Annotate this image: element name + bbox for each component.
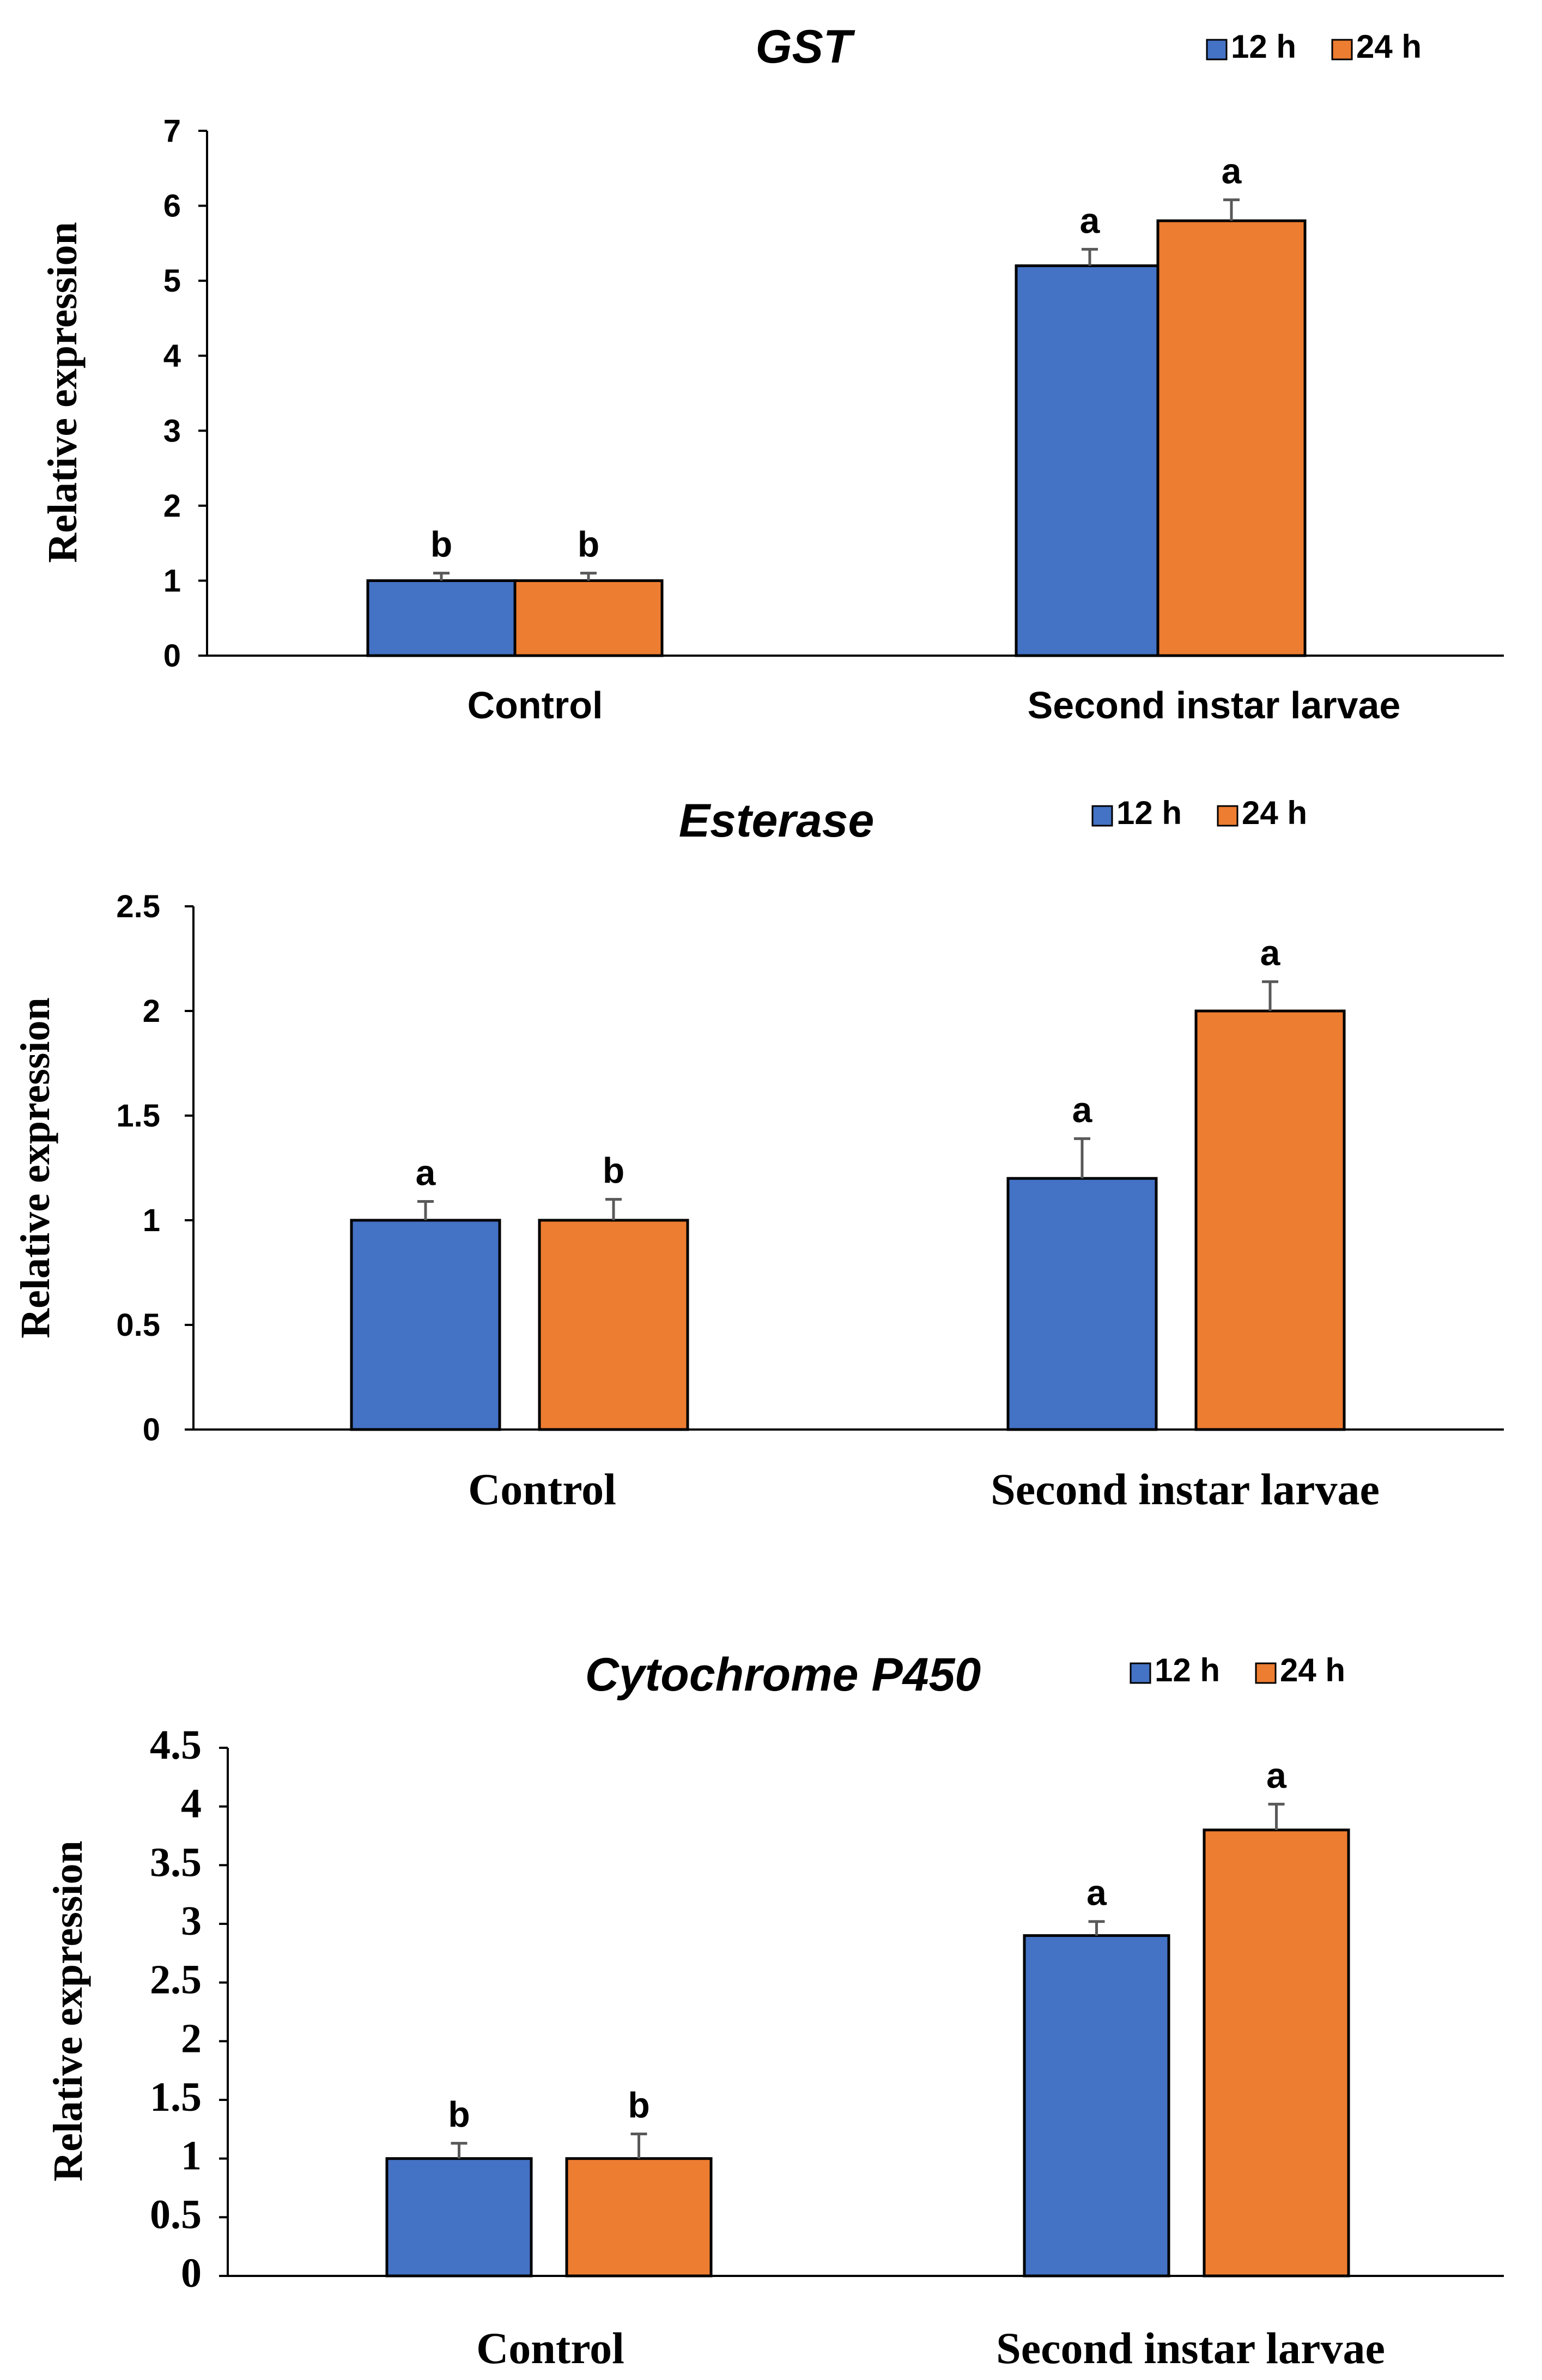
y-tick-label: 0.5 — [150, 2191, 202, 2237]
y-tick-label: 1.5 — [116, 1098, 160, 1134]
y-tick-label: 3 — [181, 1898, 202, 1944]
y-tick-label: 3 — [163, 413, 181, 449]
chart-title: Esterase — [679, 795, 875, 847]
y-tick-label: 2.5 — [150, 1957, 202, 2003]
y-tick-label: 0 — [143, 1412, 160, 1448]
significance-letter: b — [603, 1150, 624, 1191]
bar — [565, 2157, 713, 2278]
y-tick-label: 4.5 — [150, 1722, 202, 1768]
y-tick-label: 4 — [163, 338, 181, 374]
legend-label: 12 h — [1155, 1652, 1220, 1688]
legend-label: 24 h — [1242, 795, 1307, 831]
legend-swatch — [1255, 1662, 1277, 1684]
y-tick-label: 4 — [181, 1781, 202, 1827]
bar — [1156, 219, 1307, 657]
significance-letter: a — [1072, 1089, 1093, 1130]
y-tick-label: 5 — [163, 263, 181, 299]
y-tick-label: 1 — [143, 1203, 160, 1238]
legend-label: 12 h — [1116, 795, 1182, 831]
bar — [513, 579, 664, 657]
legend-swatch — [1217, 805, 1239, 827]
significance-letter: b — [430, 524, 452, 565]
legend-swatch — [1331, 39, 1353, 60]
y-tick-label: 2 — [181, 2015, 202, 2061]
chart-title: GST — [756, 21, 855, 73]
significance-letter: b — [448, 2094, 470, 2135]
chart-0: GST 12 h 24 h Relative expression 0 1 2 3 4 5 6 7 Co… — [40, 21, 1504, 726]
significance-letter: a — [1260, 932, 1281, 973]
y-tick-label: 7 — [163, 113, 181, 149]
y-tick-label: 1 — [181, 2133, 202, 2179]
significance-letter: a — [416, 1152, 436, 1192]
x-category-label: Second instar larvae — [996, 2323, 1385, 2373]
legend-label: 12 h — [1231, 28, 1296, 65]
y-tick-label: 2 — [143, 994, 160, 1029]
y-tick-label: 1.5 — [150, 2074, 202, 2120]
y-tick-label: 0 — [181, 2250, 202, 2296]
legend-swatch — [1206, 39, 1228, 60]
bar — [366, 579, 517, 657]
chart-1: Esterase 12 h 24 h Relative expression 0 0.5 1… — [13, 795, 1504, 1514]
chart-title: Cytochrome P450 — [585, 1649, 981, 1701]
significance-letter: b — [578, 524, 599, 565]
x-category-label: Second instar larvae — [991, 1464, 1380, 1514]
legend-swatch — [1091, 805, 1113, 827]
bar — [1203, 1828, 1350, 2278]
y-tick-label: 2.5 — [116, 889, 160, 924]
significance-letter: a — [1266, 1755, 1287, 1795]
significance-letter: a — [1222, 151, 1242, 191]
y-tick-label: 6 — [163, 189, 181, 224]
bar — [1023, 1934, 1170, 2278]
bar — [385, 2157, 533, 2278]
legend-label: 24 h — [1356, 28, 1422, 65]
y-tick-label: 2 — [163, 488, 181, 524]
bar — [1015, 264, 1165, 657]
significance-letter: b — [628, 2085, 649, 2125]
x-category-label: Control — [468, 1464, 616, 1514]
legend-label: 24 h — [1280, 1652, 1345, 1688]
y-axis-label: Relative expression — [45, 1840, 91, 2182]
chart-2: Cytochrome P450 12 h 24 h Relative expressi… — [45, 1649, 1504, 2373]
x-category-label: Second instar larvae — [1028, 684, 1401, 726]
y-tick-label: 0 — [163, 638, 181, 674]
bar — [538, 1219, 689, 1431]
significance-letter: a — [1080, 200, 1101, 240]
y-tick-label: 0.5 — [116, 1307, 160, 1343]
legend-swatch — [1130, 1662, 1151, 1684]
x-category-label: Control — [468, 684, 603, 726]
bar — [350, 1219, 501, 1431]
y-tick-label: 1 — [163, 563, 181, 598]
significance-letter: a — [1086, 1873, 1107, 1913]
x-category-label: Control — [476, 2323, 624, 2373]
bar — [1006, 1177, 1158, 1431]
y-axis-label: Relative expression — [40, 222, 86, 563]
y-tick-label: 3.5 — [150, 1839, 202, 1885]
bar — [1194, 1009, 1346, 1431]
y-axis-label: Relative expression — [13, 997, 58, 1339]
